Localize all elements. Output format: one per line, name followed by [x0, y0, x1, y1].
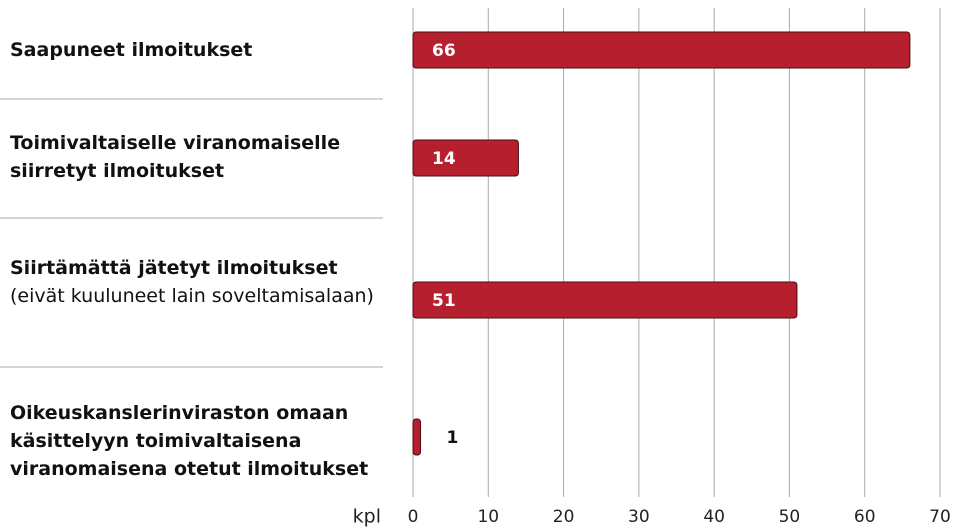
category-name: Oikeuskanslerinviraston omaan käsittelyy… — [10, 402, 369, 480]
category-note: (eivät kuuluneet lain soveltamis­alaan) — [10, 285, 374, 307]
value-label: 66 — [432, 41, 456, 61]
x-tick-label: 70 — [929, 507, 951, 527]
x-axis-label: kpl — [353, 506, 381, 528]
bar — [412, 418, 422, 456]
category-label: Saapuneet ilmoitukset — [10, 36, 382, 64]
bar — [412, 281, 798, 319]
x-tick-label: 0 — [408, 507, 419, 527]
value-label: 14 — [432, 149, 456, 169]
x-tick-label: 10 — [477, 507, 499, 527]
x-tick-label: 30 — [628, 507, 650, 527]
category-label: Toimivaltaiselle viranomaiselle siirrety… — [10, 129, 382, 185]
x-tick-label: 40 — [703, 507, 725, 527]
x-tick-label: 60 — [854, 507, 876, 527]
category-name: Siirtämättä jätetyt ilmoitukset — [10, 257, 338, 279]
category-name: Toimivaltaiselle viranomaiselle siirrety… — [10, 132, 341, 182]
x-tick-label: 50 — [779, 507, 801, 527]
bar — [412, 139, 519, 177]
value-label: 1 — [447, 428, 459, 448]
category-name: Saapuneet ilmoitukset — [10, 39, 253, 61]
value-label: 51 — [432, 291, 456, 311]
bar — [412, 31, 911, 69]
category-label: Oikeuskanslerinviraston omaan käsittelyy… — [10, 399, 382, 483]
x-tick-label: 20 — [553, 507, 575, 527]
category-label: Siirtämättä jätetyt ilmoitukset (eivät ku… — [10, 254, 382, 310]
